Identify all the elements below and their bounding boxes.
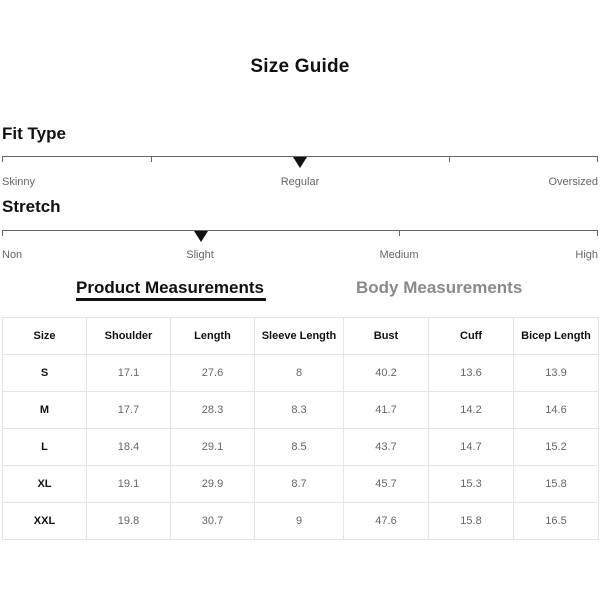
table-cell: 30.7: [170, 502, 255, 540]
fit-type-marker-icon: [293, 157, 307, 168]
stretch-scale-line: [2, 230, 598, 231]
column-header: Sleeve Length: [254, 317, 344, 355]
table-cell: 8.3: [254, 391, 344, 429]
measurements-table: Size Shoulder Length Sleeve Length Bust …: [2, 317, 599, 540]
stretch-tick: [399, 230, 400, 236]
table-row: XXL 19.8 30.7 9 47.6 15.8 16.5: [2, 502, 599, 540]
active-tab-underline: [76, 298, 266, 301]
table-cell: 19.1: [86, 465, 171, 503]
fit-type-label-regular: Regular: [280, 176, 320, 188]
table-cell: 15.2: [513, 428, 599, 466]
column-header: Cuff: [428, 317, 514, 355]
table-cell: 41.7: [343, 391, 429, 429]
stretch-marker-icon: [194, 231, 208, 242]
size-cell: M: [2, 391, 87, 429]
tab-body-measurements[interactable]: Body Measurements: [356, 278, 523, 297]
fit-type-label-skinny: Skinny: [2, 176, 36, 188]
stretch-label-medium: Medium: [379, 249, 419, 261]
table-cell: 28.3: [170, 391, 255, 429]
tab-product-measurements[interactable]: Product Measurements: [76, 278, 264, 297]
table-cell: 13.6: [428, 354, 514, 392]
stretch-heading: Stretch: [2, 197, 61, 216]
table-cell: 8.7: [254, 465, 344, 503]
table-cell: 29.1: [170, 428, 255, 466]
fit-type-scale-line: [2, 156, 598, 157]
column-header: Shoulder: [86, 317, 171, 355]
table-header-row: Size Shoulder Length Sleeve Length Bust …: [2, 317, 599, 355]
table-cell: 27.6: [170, 354, 255, 392]
fit-type-heading: Fit Type: [2, 124, 66, 143]
table-cell: 43.7: [343, 428, 429, 466]
table-cell: 8: [254, 354, 344, 392]
size-cell: XXL: [2, 502, 87, 540]
table-cell: 15.8: [428, 502, 514, 540]
table-cell: 14.7: [428, 428, 514, 466]
table-cell: 8.5: [254, 428, 344, 466]
size-cell: XL: [2, 465, 87, 503]
stretch-label-high: High: [575, 249, 598, 261]
stretch-tick: [597, 230, 598, 236]
table-cell: 18.4: [86, 428, 171, 466]
table-row: S 17.1 27.6 8 40.2 13.6 13.9: [2, 354, 599, 392]
stretch-label-non: Non: [2, 249, 23, 261]
table-cell: 14.2: [428, 391, 514, 429]
table-cell: 17.7: [86, 391, 171, 429]
table-cell: 9: [254, 502, 344, 540]
table-cell: 47.6: [343, 502, 429, 540]
fit-type-tick: [151, 156, 152, 162]
fit-type-label-oversized: Oversized: [548, 176, 598, 188]
table-cell: 45.7: [343, 465, 429, 503]
table-cell: 15.8: [513, 465, 599, 503]
table-cell: 17.1: [86, 354, 171, 392]
table-cell: 40.2: [343, 354, 429, 392]
fit-type-tick: [449, 156, 450, 162]
table-cell: 19.8: [86, 502, 171, 540]
column-header: Length: [170, 317, 255, 355]
table-cell: 13.9: [513, 354, 599, 392]
stretch-tick: [2, 230, 3, 236]
size-cell: S: [2, 354, 87, 392]
table-cell: 15.3: [428, 465, 514, 503]
stretch-label-slight: Slight: [186, 249, 214, 261]
column-header: Size: [2, 317, 87, 355]
table-cell: 29.9: [170, 465, 255, 503]
column-header: Bust: [343, 317, 429, 355]
fit-type-tick: [597, 156, 598, 162]
fit-type-tick: [2, 156, 3, 162]
table-row: M 17.7 28.3 8.3 41.7 14.2 14.6: [2, 391, 599, 429]
table-row: XL 19.1 29.9 8.7 45.7 15.3 15.8: [2, 465, 599, 503]
table-cell: 16.5: [513, 502, 599, 540]
table-cell: 14.6: [513, 391, 599, 429]
table-row: L 18.4 29.1 8.5 43.7 14.7 15.2: [2, 428, 599, 466]
column-header: Bicep Length: [513, 317, 599, 355]
page-title: Size Guide: [250, 56, 350, 77]
size-cell: L: [2, 428, 87, 466]
